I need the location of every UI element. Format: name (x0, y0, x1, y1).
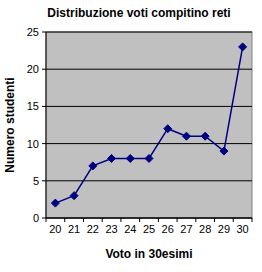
x-tick (64, 218, 65, 222)
y-tick (42, 32, 46, 33)
x-tick (102, 218, 103, 222)
y-tick-label: 0 (33, 212, 39, 224)
data-marker (239, 43, 247, 51)
x-tick-label: 21 (68, 223, 80, 235)
data-marker (108, 154, 116, 162)
x-tick-label: 22 (87, 223, 99, 235)
x-tick (195, 218, 196, 222)
y-tick (42, 69, 46, 70)
data-marker (145, 154, 153, 162)
data-marker (70, 192, 78, 200)
grid-line (46, 180, 252, 181)
data-marker (89, 162, 97, 170)
x-tick (158, 218, 159, 222)
x-tick-label: 28 (199, 223, 211, 235)
title: Distribuzione voti compitino reti (47, 6, 230, 20)
x-tick-label: 29 (218, 223, 230, 235)
x-tick (46, 218, 47, 222)
y-tick (42, 106, 46, 107)
y-tick (42, 180, 46, 181)
x-tick (233, 218, 234, 222)
chart-container: Distribuzione voti compitino reti 0 5 10 15 2… (0, 0, 262, 272)
x-tick-label: 20 (49, 223, 61, 235)
grid-line (46, 106, 252, 107)
data-group (51, 43, 246, 207)
grid-line (46, 143, 252, 144)
x-tick (83, 218, 84, 222)
x-tick (120, 218, 121, 222)
y-tick-label: 10 (27, 138, 39, 150)
x-tick-label: 30 (237, 223, 249, 235)
x-tick (214, 218, 215, 222)
data-marker (164, 125, 172, 133)
x-axis (46, 218, 252, 219)
y-tick-label: 20 (27, 63, 39, 75)
y-tick (42, 218, 46, 219)
data-marker (126, 154, 134, 162)
x-tick-label: 24 (124, 223, 136, 235)
x-tick-label: 23 (105, 223, 117, 235)
y-tick (42, 143, 46, 144)
x-tick-label: 26 (162, 223, 174, 235)
data-marker (201, 132, 209, 140)
data-marker (220, 147, 228, 155)
grid-line (46, 69, 252, 70)
data-line (55, 47, 242, 203)
y-tick-label: 5 (33, 175, 39, 187)
x-tick (139, 218, 140, 222)
grid-line (46, 32, 252, 33)
x-tick-label: 25 (143, 223, 155, 235)
y-tick-label: 25 (27, 26, 39, 38)
chart-svg: Distribuzione voti compitino reti 0 5 10 15 2… (0, 0, 262, 272)
x-tick-label: 27 (180, 223, 192, 235)
grid-line (46, 218, 252, 219)
data-marker (51, 199, 59, 207)
y-axis (46, 32, 47, 218)
plot-area (46, 32, 252, 218)
x-axis-label: Voto in 30esimi (105, 247, 192, 261)
x-tick (177, 218, 178, 222)
x-tick (252, 218, 253, 222)
data-marker (182, 132, 190, 140)
y-axis-label: Numero studenti (3, 77, 17, 172)
y-tick-label: 15 (27, 100, 39, 112)
